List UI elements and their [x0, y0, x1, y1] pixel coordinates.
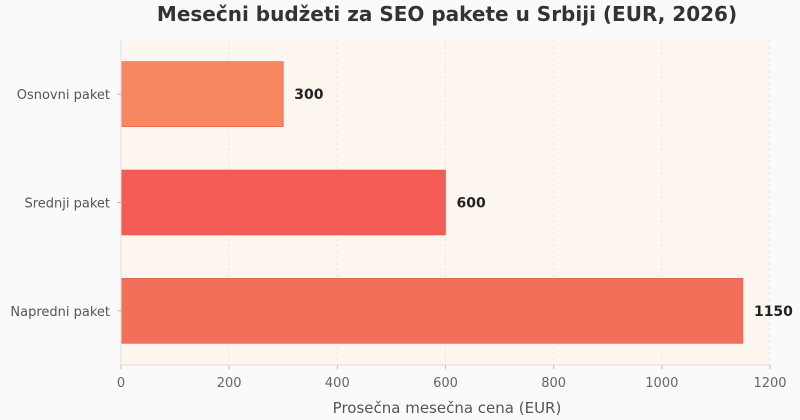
category-label: Osnovni paket	[17, 88, 110, 103]
x-tick-label: 600	[433, 376, 458, 391]
x-tick-label: 200	[217, 376, 242, 391]
category-label: Napredni paket	[10, 305, 110, 320]
bar	[120, 278, 744, 344]
data-label: 1150	[754, 304, 793, 320]
chart-title: Mesečni budžeti za SEO pakete u Srbiji (…	[157, 2, 737, 26]
x-tick-label: 0	[117, 376, 125, 391]
x-tick-label: 800	[541, 376, 566, 391]
x-tick-label: 1200	[753, 376, 786, 391]
x-axis-label: Prosečna mesečna cena (EUR)	[333, 399, 562, 417]
category-label: Srednji paket	[24, 197, 110, 212]
bar	[120, 61, 284, 127]
axes: 0 200 400 600 800 1000 1200 Osnovni paket Srednj…	[10, 40, 787, 391]
bar	[120, 169, 446, 236]
x-tick-label: 1000	[645, 376, 678, 391]
data-label: 600	[457, 196, 486, 212]
x-tick-label: 400	[325, 376, 350, 391]
bars: 300 600 1150	[120, 61, 793, 344]
data-label: 300	[294, 87, 323, 103]
